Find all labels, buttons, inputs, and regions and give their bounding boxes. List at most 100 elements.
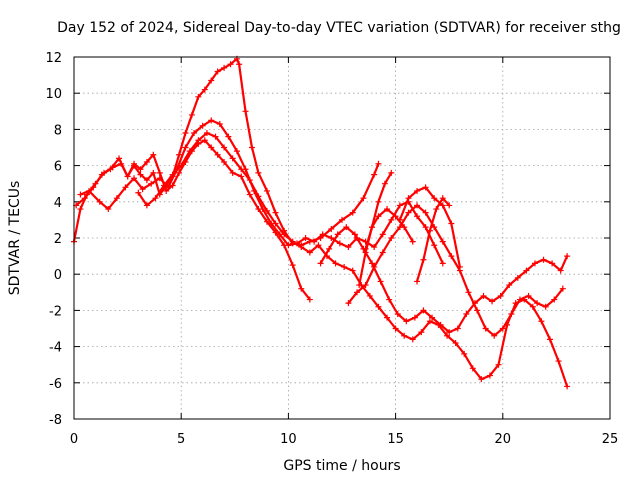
data-point	[384, 206, 391, 213]
data-point	[564, 253, 571, 260]
data-point	[439, 260, 446, 267]
data-point	[454, 325, 461, 332]
y-tick-label: 4	[54, 196, 62, 211]
data-point	[186, 148, 193, 155]
data-point	[452, 339, 459, 346]
data-point	[439, 195, 446, 202]
data-point	[221, 158, 228, 165]
data-point	[77, 191, 84, 198]
data-point	[362, 282, 369, 289]
data-point	[369, 224, 376, 231]
data-point	[152, 195, 159, 202]
data-point	[311, 238, 318, 245]
data-point	[388, 169, 395, 176]
data-point	[463, 311, 470, 318]
x-tick-label: 15	[387, 432, 404, 447]
data-point	[150, 151, 157, 158]
data-point	[534, 300, 541, 307]
data-point	[446, 202, 453, 209]
data-point	[409, 238, 416, 245]
data-point	[444, 332, 451, 339]
data-point	[456, 263, 463, 270]
data-point	[163, 187, 170, 194]
data-point	[366, 292, 373, 299]
data-point	[384, 314, 391, 321]
y-tick-label: 10	[45, 87, 62, 102]
series-line	[398, 186, 461, 269]
y-tick-label: -8	[49, 413, 62, 428]
data-point	[422, 209, 429, 216]
data-point	[439, 238, 446, 245]
data-point	[255, 169, 262, 176]
data-point	[349, 267, 356, 274]
data-point	[506, 282, 513, 289]
y-tick-label: -4	[49, 341, 62, 356]
data-point	[137, 171, 144, 178]
data-point	[246, 177, 253, 184]
data-point	[182, 144, 189, 151]
data-point	[214, 151, 221, 158]
data-point	[375, 303, 382, 310]
data-point	[208, 77, 215, 84]
data-point	[345, 300, 352, 307]
data-point	[371, 244, 378, 251]
data-point	[349, 209, 356, 216]
data-point	[227, 61, 234, 68]
x-tick-label: 10	[280, 432, 297, 447]
data-point	[375, 213, 382, 220]
data-point	[559, 285, 566, 292]
data-point	[377, 278, 384, 285]
data-point	[225, 133, 232, 140]
data-point	[96, 198, 103, 205]
data-point	[263, 187, 270, 194]
data-point	[195, 93, 202, 100]
data-point	[392, 213, 399, 220]
data-point	[448, 220, 455, 227]
chart-title: Day 152 of 2024, Sidereal Day-to-day VTE…	[57, 20, 621, 36]
data-point	[478, 376, 485, 383]
data-point	[315, 242, 322, 249]
data-point	[272, 220, 279, 227]
data-point	[178, 162, 185, 169]
data-point	[414, 202, 421, 209]
data-point	[409, 336, 416, 343]
data-point	[143, 158, 150, 165]
data-point	[379, 231, 386, 238]
data-point	[396, 202, 403, 209]
data-point	[122, 184, 129, 191]
data-point	[564, 383, 571, 390]
data-point	[137, 166, 144, 173]
data-point	[381, 180, 388, 187]
data-point	[156, 175, 163, 182]
data-point	[362, 245, 369, 252]
grid-layer	[74, 57, 610, 419]
data-point	[169, 171, 176, 178]
data-point	[497, 292, 504, 299]
data-point	[538, 318, 545, 325]
data-point	[285, 242, 292, 249]
data-point	[281, 231, 288, 238]
data-point	[431, 242, 438, 249]
data-point	[422, 224, 429, 231]
data-point	[199, 122, 206, 129]
data-point	[156, 169, 163, 176]
data-point	[143, 177, 150, 184]
data-point	[105, 206, 112, 213]
series-track-1	[71, 137, 313, 303]
data-point	[388, 216, 395, 223]
data-point	[403, 318, 410, 325]
data-point	[148, 180, 155, 187]
data-point	[422, 184, 429, 191]
x-axis-label: GPS time / hours	[283, 458, 400, 474]
data-point	[191, 130, 198, 137]
series-line	[72, 139, 311, 301]
data-point	[113, 195, 120, 202]
data-point	[161, 182, 168, 189]
data-point	[414, 187, 421, 194]
y-tick-label: -6	[49, 377, 62, 392]
data-point	[131, 162, 138, 169]
data-point	[229, 169, 236, 176]
data-point	[531, 260, 538, 267]
data-point	[433, 206, 440, 213]
data-point	[356, 282, 363, 289]
